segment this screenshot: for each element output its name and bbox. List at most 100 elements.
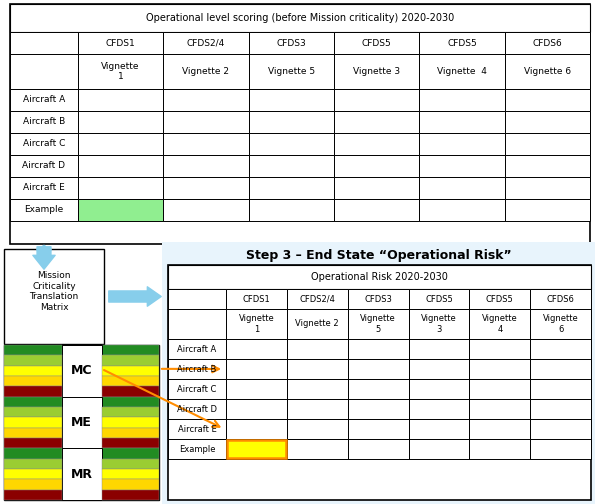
FancyBboxPatch shape xyxy=(4,469,61,479)
FancyBboxPatch shape xyxy=(530,399,591,419)
FancyBboxPatch shape xyxy=(347,359,409,379)
Text: Example: Example xyxy=(178,445,215,454)
FancyBboxPatch shape xyxy=(10,54,78,89)
Text: Operational Risk 2020-2030: Operational Risk 2020-2030 xyxy=(311,272,448,282)
FancyBboxPatch shape xyxy=(530,339,591,359)
FancyBboxPatch shape xyxy=(249,111,334,133)
Text: Step 3 – End State “Operational Risk”: Step 3 – End State “Operational Risk” xyxy=(246,249,511,263)
FancyBboxPatch shape xyxy=(10,4,590,32)
FancyBboxPatch shape xyxy=(530,379,591,399)
FancyBboxPatch shape xyxy=(347,379,409,399)
FancyBboxPatch shape xyxy=(287,289,347,309)
FancyBboxPatch shape xyxy=(469,309,530,339)
FancyBboxPatch shape xyxy=(164,54,249,89)
FancyBboxPatch shape xyxy=(102,469,159,479)
FancyBboxPatch shape xyxy=(469,339,530,359)
FancyBboxPatch shape xyxy=(10,155,78,177)
Text: Example: Example xyxy=(24,206,64,215)
Text: CFDS2/4: CFDS2/4 xyxy=(187,38,225,47)
Text: Vignette 2: Vignette 2 xyxy=(296,320,339,329)
FancyBboxPatch shape xyxy=(505,54,590,89)
FancyBboxPatch shape xyxy=(4,438,61,449)
FancyBboxPatch shape xyxy=(505,32,590,54)
FancyBboxPatch shape xyxy=(469,419,530,439)
FancyBboxPatch shape xyxy=(505,89,590,111)
FancyBboxPatch shape xyxy=(334,32,419,54)
FancyBboxPatch shape xyxy=(419,133,505,155)
FancyBboxPatch shape xyxy=(287,419,347,439)
FancyBboxPatch shape xyxy=(409,309,469,339)
FancyBboxPatch shape xyxy=(4,428,61,438)
FancyBboxPatch shape xyxy=(164,89,249,111)
FancyBboxPatch shape xyxy=(469,289,530,309)
FancyBboxPatch shape xyxy=(347,339,409,359)
FancyBboxPatch shape xyxy=(4,249,104,344)
Text: Vignette 3: Vignette 3 xyxy=(353,67,400,76)
FancyBboxPatch shape xyxy=(168,379,226,399)
FancyBboxPatch shape xyxy=(530,419,591,439)
Text: Aircraft D: Aircraft D xyxy=(23,161,65,170)
Text: Vignette
4: Vignette 4 xyxy=(482,314,518,334)
FancyBboxPatch shape xyxy=(102,428,159,438)
FancyBboxPatch shape xyxy=(409,419,469,439)
FancyBboxPatch shape xyxy=(78,177,164,199)
FancyBboxPatch shape xyxy=(249,199,334,221)
Text: Aircraft D: Aircraft D xyxy=(177,405,217,413)
FancyBboxPatch shape xyxy=(10,133,78,155)
Text: Aircraft B: Aircraft B xyxy=(177,364,217,373)
FancyBboxPatch shape xyxy=(249,32,334,54)
FancyBboxPatch shape xyxy=(102,490,159,500)
FancyBboxPatch shape xyxy=(249,177,334,199)
Text: Operational level scoring (before Mission criticality) 2020-2030: Operational level scoring (before Missio… xyxy=(146,13,454,23)
FancyBboxPatch shape xyxy=(102,438,159,449)
FancyBboxPatch shape xyxy=(347,309,409,339)
FancyBboxPatch shape xyxy=(102,397,159,407)
Text: Aircraft A: Aircraft A xyxy=(23,95,65,104)
FancyBboxPatch shape xyxy=(287,309,347,339)
FancyBboxPatch shape xyxy=(419,32,505,54)
Text: Aircraft A: Aircraft A xyxy=(177,345,217,353)
Text: MR: MR xyxy=(70,468,92,481)
Text: CFDS2/4: CFDS2/4 xyxy=(299,294,335,303)
FancyBboxPatch shape xyxy=(409,399,469,419)
FancyBboxPatch shape xyxy=(249,54,334,89)
FancyBboxPatch shape xyxy=(168,339,226,359)
Text: Vignette
1: Vignette 1 xyxy=(101,62,140,81)
Text: Vignette 2: Vignette 2 xyxy=(183,67,230,76)
FancyBboxPatch shape xyxy=(61,397,102,449)
FancyBboxPatch shape xyxy=(409,289,469,309)
FancyBboxPatch shape xyxy=(102,449,159,459)
FancyBboxPatch shape xyxy=(469,399,530,419)
FancyBboxPatch shape xyxy=(419,54,505,89)
FancyBboxPatch shape xyxy=(409,379,469,399)
FancyBboxPatch shape xyxy=(530,439,591,459)
FancyBboxPatch shape xyxy=(78,199,164,221)
FancyBboxPatch shape xyxy=(249,155,334,177)
FancyBboxPatch shape xyxy=(102,376,159,387)
FancyBboxPatch shape xyxy=(4,479,61,490)
FancyBboxPatch shape xyxy=(168,265,591,289)
FancyBboxPatch shape xyxy=(4,387,61,397)
FancyBboxPatch shape xyxy=(4,355,61,366)
Text: MC: MC xyxy=(71,364,92,377)
FancyBboxPatch shape xyxy=(287,439,347,459)
FancyBboxPatch shape xyxy=(409,439,469,459)
FancyBboxPatch shape xyxy=(78,133,164,155)
FancyBboxPatch shape xyxy=(10,177,78,199)
FancyBboxPatch shape xyxy=(419,89,505,111)
FancyBboxPatch shape xyxy=(505,133,590,155)
FancyBboxPatch shape xyxy=(168,359,226,379)
Text: Aircraft C: Aircraft C xyxy=(23,140,65,149)
FancyBboxPatch shape xyxy=(168,309,226,339)
FancyBboxPatch shape xyxy=(168,439,226,459)
FancyBboxPatch shape xyxy=(4,345,159,500)
Text: CFDS3: CFDS3 xyxy=(277,38,306,47)
FancyBboxPatch shape xyxy=(102,479,159,490)
FancyBboxPatch shape xyxy=(78,89,164,111)
FancyBboxPatch shape xyxy=(530,309,591,339)
FancyBboxPatch shape xyxy=(10,32,78,54)
FancyBboxPatch shape xyxy=(4,417,61,428)
FancyBboxPatch shape xyxy=(530,289,591,309)
Text: CFDS5: CFDS5 xyxy=(362,38,392,47)
FancyBboxPatch shape xyxy=(10,89,78,111)
